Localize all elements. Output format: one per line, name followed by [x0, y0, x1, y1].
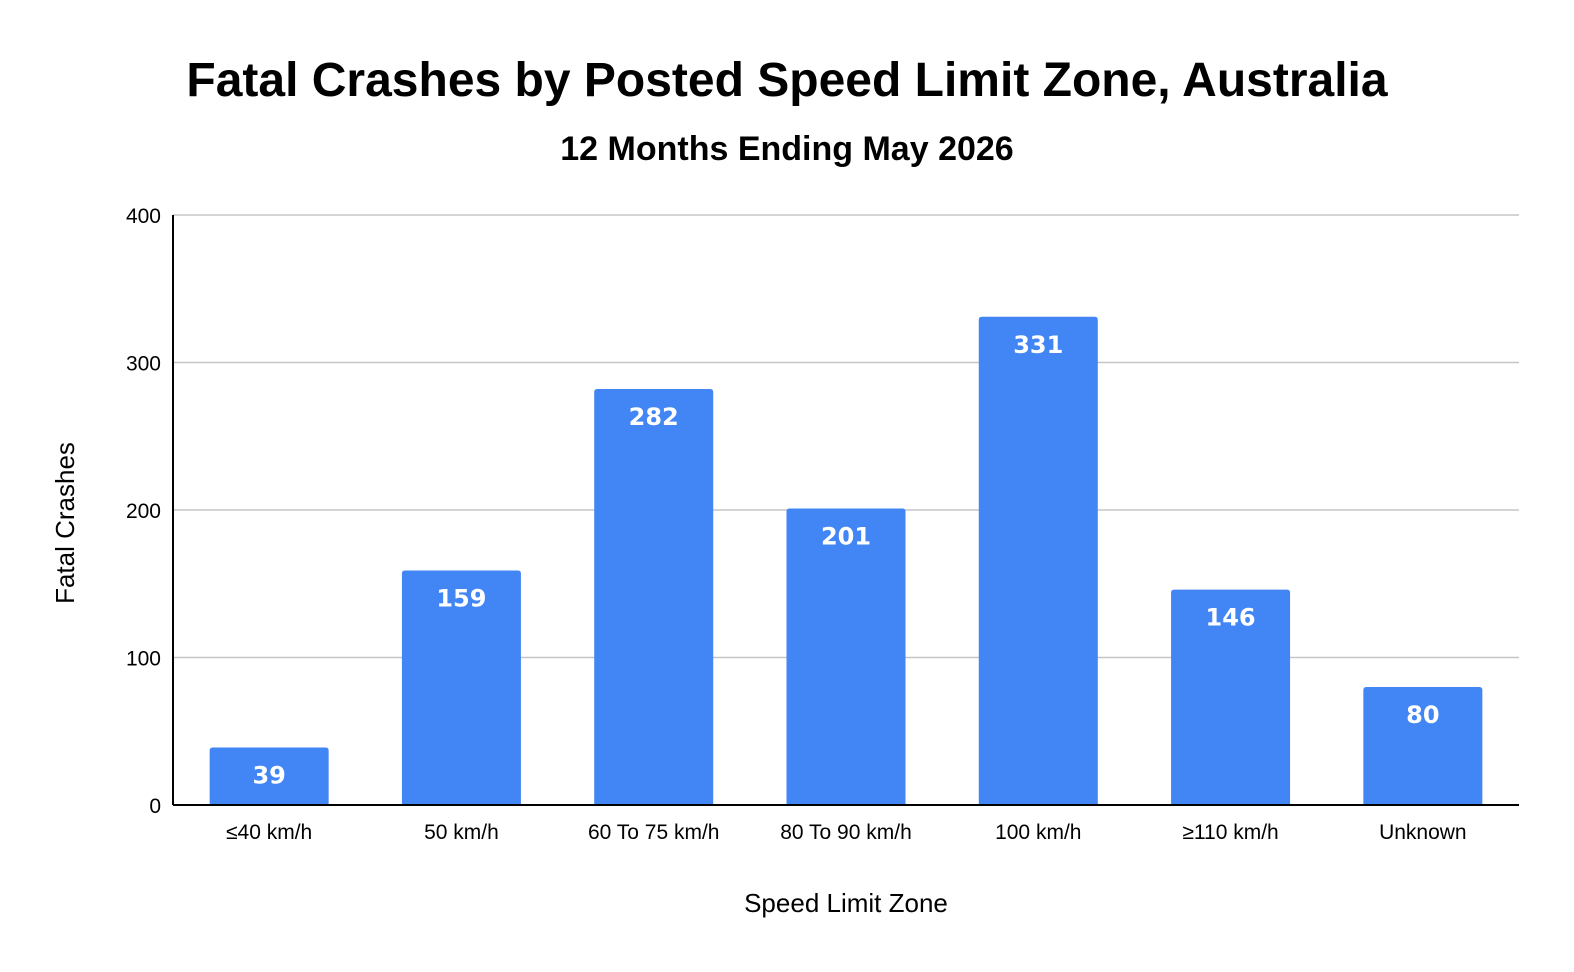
y-tick-label: 200	[126, 500, 161, 523]
bar	[1171, 589, 1291, 805]
bar	[209, 747, 329, 805]
bar-value-label: 146	[1206, 604, 1256, 632]
bar-value-label: 282	[629, 403, 679, 431]
x-tick-label: Unknown	[1379, 821, 1467, 844]
x-tick-label: 80 To 90 km/h	[780, 821, 912, 844]
bar-value-label: 331	[1013, 331, 1063, 359]
bar-value-label: 39	[252, 761, 285, 789]
x-tick-label: ≥110 km/h	[1182, 821, 1278, 844]
x-tick-label: ≤40 km/h	[226, 821, 312, 844]
chart-subtitle: 12 Months Ending May 2026	[560, 130, 1013, 168]
y-tick-label: 0	[149, 795, 161, 818]
bars	[209, 316, 1483, 805]
bar	[401, 570, 521, 805]
bar	[594, 389, 714, 805]
bar	[978, 316, 1098, 805]
x-axis-title: Speed Limit Zone	[744, 888, 948, 918]
y-tick-label: 400	[126, 205, 161, 228]
bar-value-label: 159	[436, 584, 486, 612]
bar-value-label: 80	[1406, 701, 1439, 729]
x-tick-label: 60 To 75 km/h	[588, 821, 720, 844]
x-tick-label: 100 km/h	[995, 821, 1081, 844]
bar-value-label: 201	[821, 523, 871, 551]
bar	[1363, 687, 1483, 805]
y-axis-title: Fatal Crashes	[50, 442, 80, 604]
x-axis-tick-labels: ≤40 km/h 50 km/h 60 To 75 km/h 80 To 90 km/…	[226, 821, 1467, 844]
chart-title: Fatal Crashes by Posted Speed Limit Zone…	[186, 54, 1388, 107]
x-tick-label: 50 km/h	[424, 821, 499, 844]
y-tick-label: 300	[126, 353, 161, 376]
y-axis-tick-labels: 0 100 200 300 400	[126, 205, 161, 818]
bar	[786, 508, 906, 805]
y-tick-label: 100	[126, 648, 161, 671]
bar-data-labels: 39 159 282 201 331 146 80	[252, 331, 1439, 790]
